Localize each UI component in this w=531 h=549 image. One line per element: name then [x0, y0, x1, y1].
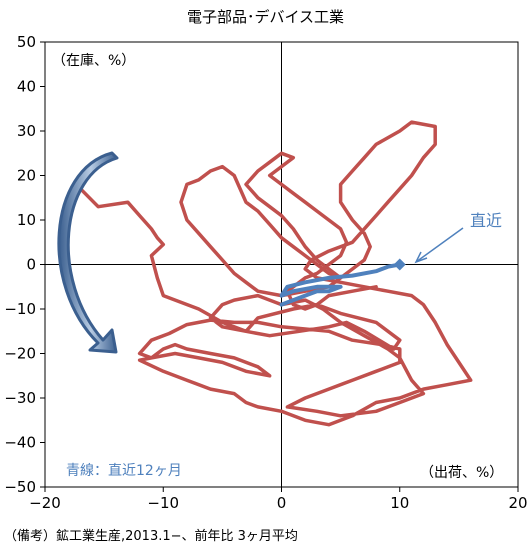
y-tick-label: −50 — [4, 478, 36, 496]
x-tick-label: 10 — [390, 494, 409, 512]
y-tick-label: −40 — [4, 434, 36, 452]
y-tick-label: 0 — [26, 256, 36, 274]
x-tick-label: −10 — [147, 494, 179, 512]
rotation-arrow-icon — [57, 151, 119, 354]
x-axis-label: （出荷、%） — [420, 465, 503, 481]
latest-callout — [414, 227, 464, 264]
latest-label: 直近 — [470, 211, 502, 230]
y-tick-label: 10 — [17, 211, 36, 229]
blue-line-legend: 青線：直近12ヶ月 — [66, 462, 182, 479]
x-tick-label: 0 — [277, 494, 287, 512]
series-history-line — [78, 120, 473, 427]
y-tick-label: 30 — [17, 122, 36, 140]
x-tick-label: 20 — [508, 494, 527, 512]
y-tick-label: −30 — [4, 389, 36, 407]
y-tick-label: 50 — [17, 33, 36, 51]
x-tick-label: −20 — [29, 494, 61, 512]
latest-point-marker — [393, 258, 406, 271]
y-tick-label: 40 — [17, 78, 36, 96]
y-tick-label: −10 — [4, 300, 36, 318]
series-latest-12m-line — [279, 262, 402, 307]
chart-title: 電子部品･デバイス工業 — [186, 8, 345, 26]
y-tick-label: −20 — [4, 345, 36, 363]
y-axis-label: （在庫、%） — [52, 52, 135, 69]
y-tick-label: 20 — [17, 167, 36, 185]
footnote: （備考）鉱工業生産,2013.1−、前年比 3ヶ月平均 — [4, 529, 298, 544]
